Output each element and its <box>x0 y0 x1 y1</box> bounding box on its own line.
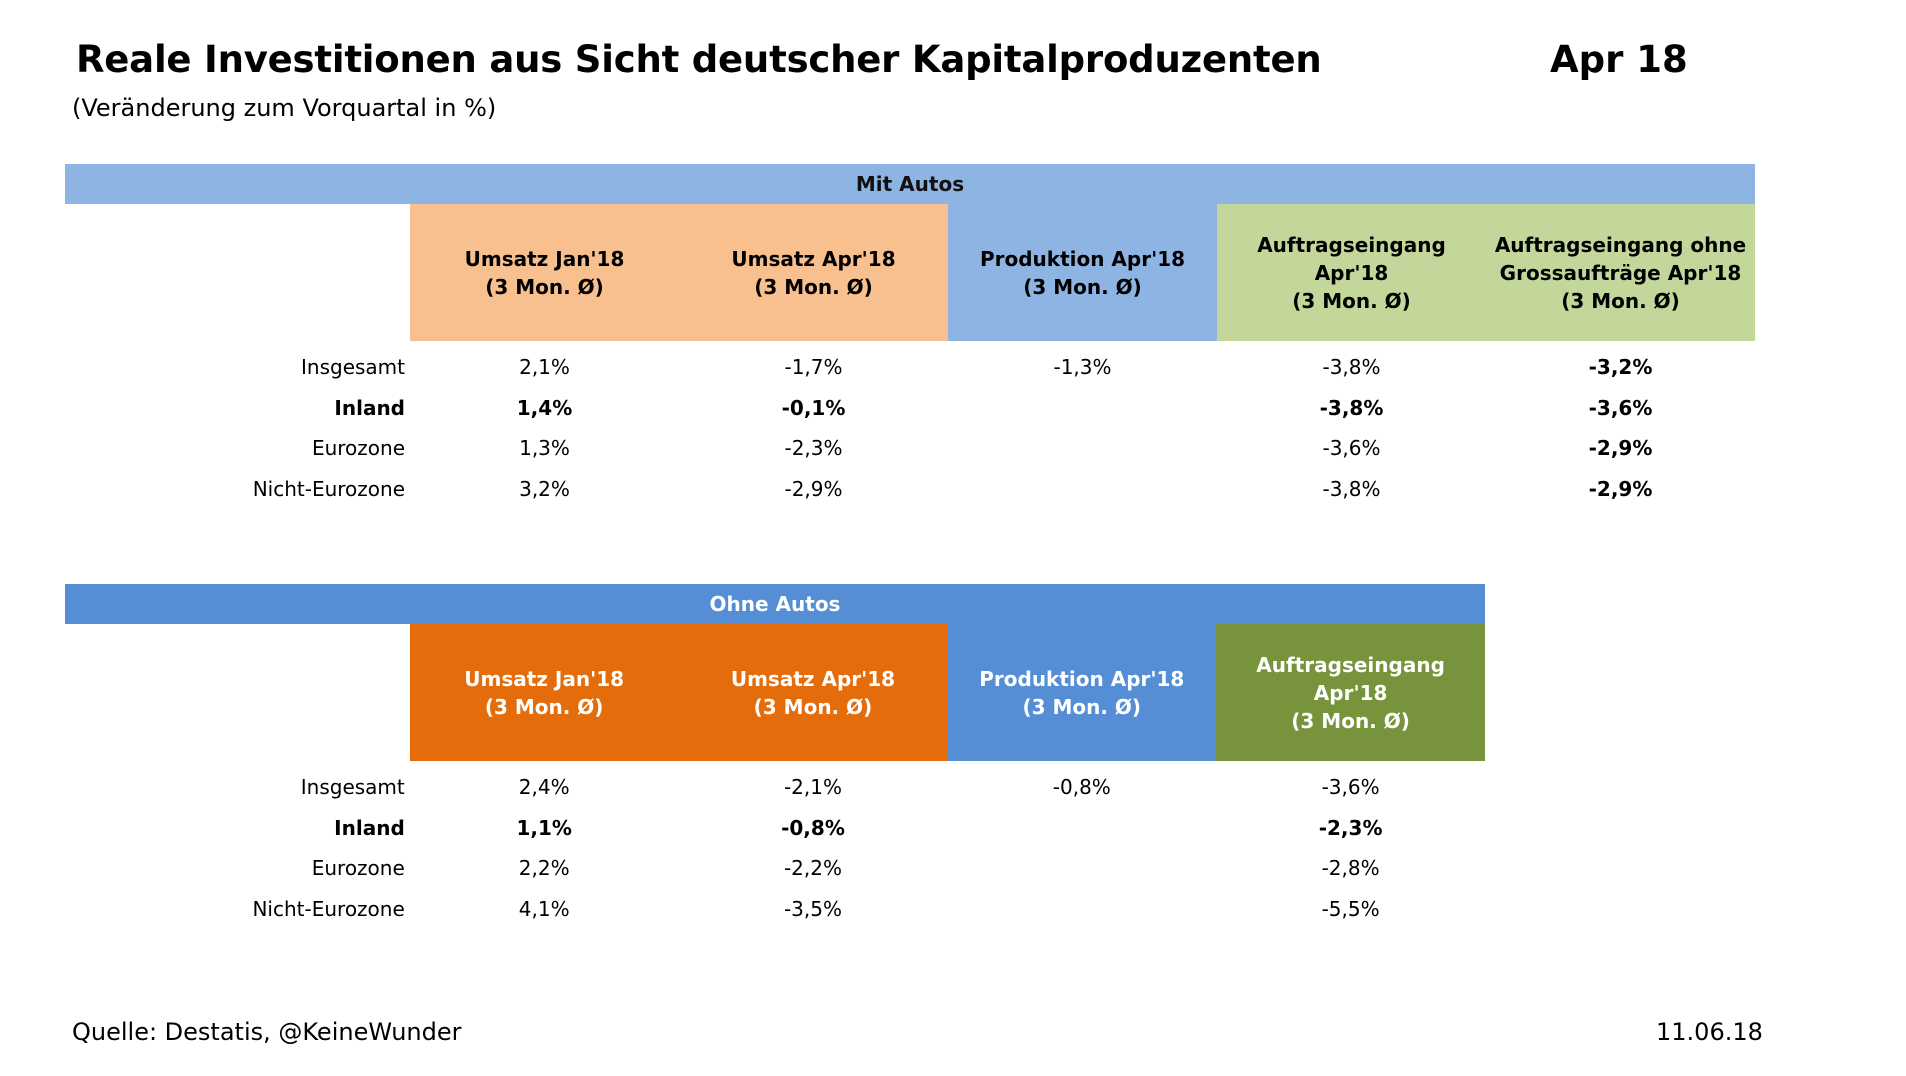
table-cell: 2,4% <box>518 775 570 800</box>
header-line: (3 Mon. Ø) <box>1561 288 1680 313</box>
table-cell: -0,8% <box>781 815 845 840</box>
header-line: Umsatz Jan'18 <box>464 666 625 691</box>
row-label: Eurozone <box>311 436 405 461</box>
footer-date: 11.06.18 <box>1656 1018 1763 1046</box>
table-cell: -0,8% <box>1052 775 1111 800</box>
column-header: Auftragseingang ohne Grossaufträge Apr'18… <box>1486 204 1755 341</box>
row-label: Nicht-Eurozone <box>252 896 405 921</box>
table-row: Inland 1,4% -0,1% -3,8% -3,6% <box>65 388 1755 429</box>
header-spacer <box>65 624 410 761</box>
table-cell: -2,1% <box>783 775 842 800</box>
header-line: (3 Mon. Ø) <box>1022 694 1142 719</box>
table-cell: 1,3% <box>519 436 570 461</box>
title-date: Apr 18 <box>1550 38 1688 81</box>
table-cell: 2,1% <box>519 355 570 380</box>
header-row: Umsatz Jan'18 (3 Mon. Ø) Umsatz Apr'18 (3 … <box>65 204 1755 341</box>
table-cell: -1,3% <box>1053 355 1112 380</box>
column-header: Auftragseingang Apr'18 (3 Mon. Ø) <box>1217 204 1486 341</box>
header-line: Apr'18 <box>1313 680 1388 705</box>
header-line: (3 Mon. Ø) <box>485 274 604 299</box>
table-cell: 4,1% <box>518 896 570 921</box>
section-banner: Mit Autos <box>65 164 1755 204</box>
header-line: (3 Mon. Ø) <box>484 694 604 719</box>
header-line: Umsatz Apr'18 <box>730 666 896 691</box>
table-mit-autos: Mit Autos Umsatz Jan'18 (3 Mon. Ø) Umsatz… <box>65 164 1755 509</box>
header-spacer <box>65 204 410 341</box>
table-cell: -3,8% <box>1319 395 1384 420</box>
header-line: Produktion Apr'18 <box>979 666 1185 691</box>
table-cell: -2,8% <box>1321 856 1380 881</box>
header-row: Umsatz Jan'18 (3 Mon. Ø) Umsatz Apr'18 (3 … <box>65 624 1485 761</box>
table-cell: -0,1% <box>781 395 846 420</box>
table-cell: -2,2% <box>783 856 842 881</box>
header-line: Umsatz Jan'18 <box>464 246 625 271</box>
page-subtitle: (Veränderung zum Vorquartal in %) <box>72 94 497 122</box>
table-row: Inland 1,1% -0,8% -2,3% <box>65 808 1485 849</box>
table-cell: -2,9% <box>784 476 843 501</box>
source-note: Quelle: Destatis, @KeineWunder <box>72 1018 462 1046</box>
table-cell: -2,3% <box>784 436 843 461</box>
row-label: Insgesamt <box>301 355 405 380</box>
header-line: Auftragseingang <box>1257 232 1446 257</box>
column-header: Produktion Apr'18 (3 Mon. Ø) <box>947 624 1217 761</box>
table-cell: 3,2% <box>519 476 570 501</box>
table-cell: -1,7% <box>784 355 843 380</box>
column-header: Umsatz Apr'18 (3 Mon. Ø) <box>678 624 948 761</box>
table-row: Insgesamt 2,1% -1,7% -1,3% -3,8% -3,2% <box>65 347 1755 388</box>
page-title: Reale Investitionen aus Sicht deutscher … <box>76 38 1322 81</box>
column-header: Umsatz Apr'18 (3 Mon. Ø) <box>679 204 948 341</box>
table-cell: -2,9% <box>1588 476 1653 501</box>
header-line: Umsatz Apr'18 <box>731 246 896 271</box>
column-header: Produktion Apr'18 (3 Mon. Ø) <box>948 204 1217 341</box>
column-header: Umsatz Jan'18 (3 Mon. Ø) <box>410 204 679 341</box>
row-label: Insgesamt <box>300 775 405 800</box>
header-line: (3 Mon. Ø) <box>754 274 873 299</box>
table-cell: -2,3% <box>1318 815 1383 840</box>
header-line: (3 Mon. Ø) <box>1291 708 1410 733</box>
table-cell: 2,2% <box>518 856 570 881</box>
table-cell: -3,2% <box>1588 355 1653 380</box>
header-line: Apr'18 <box>1314 260 1389 285</box>
table-cell: -3,5% <box>783 896 842 921</box>
row-label: Nicht-Eurozone <box>252 476 405 501</box>
table-row: Insgesamt 2,4% -2,1% -0,8% -3,6% <box>65 767 1485 808</box>
header-line: Auftragseingang ohne <box>1494 232 1747 257</box>
table-body: Insgesamt 2,4% -2,1% -0,8% -3,6% Inland … <box>65 767 1485 929</box>
header-line: (3 Mon. Ø) <box>1292 288 1411 313</box>
row-label: Eurozone <box>311 856 405 881</box>
column-header: Umsatz Jan'18 (3 Mon. Ø) <box>409 624 679 761</box>
row-label: Inland <box>334 815 405 840</box>
table-cell: 1,1% <box>516 815 572 840</box>
table-row: Eurozone 1,3% -2,3% -3,6% -2,9% <box>65 428 1755 469</box>
table-cell: -3,6% <box>1321 775 1380 800</box>
header-line: Auftragseingang <box>1256 652 1445 677</box>
row-label: Inland <box>334 395 405 420</box>
table-ohne-autos: Ohne Autos Umsatz Jan'18 (3 Mon. Ø) Umsat… <box>65 584 1485 929</box>
header-line: Grossaufträge Apr'18 <box>1499 260 1742 285</box>
table-cell: -5,5% <box>1321 896 1380 921</box>
table-cell: -3,8% <box>1322 476 1381 501</box>
table-body: Insgesamt 2,1% -1,7% -1,3% -3,8% -3,2% I… <box>65 347 1755 509</box>
table-row: Nicht-Eurozone 3,2% -2,9% -3,8% -2,9% <box>65 469 1755 510</box>
section-banner: Ohne Autos <box>65 584 1485 624</box>
table-row: Nicht-Eurozone 4,1% -3,5% -5,5% <box>65 889 1485 930</box>
table-cell: -2,9% <box>1588 436 1653 461</box>
table-cell: -3,6% <box>1322 436 1381 461</box>
header-line: Produktion Apr'18 <box>979 246 1186 271</box>
header-line: (3 Mon. Ø) <box>1023 274 1142 299</box>
table-cell: -3,6% <box>1588 395 1653 420</box>
header-line: (3 Mon. Ø) <box>753 694 873 719</box>
table-cell: -3,8% <box>1322 355 1381 380</box>
table-row: Eurozone 2,2% -2,2% -2,8% <box>65 848 1485 889</box>
table-cell: 1,4% <box>516 395 573 420</box>
column-header: Auftragseingang Apr'18 (3 Mon. Ø) <box>1216 624 1485 761</box>
